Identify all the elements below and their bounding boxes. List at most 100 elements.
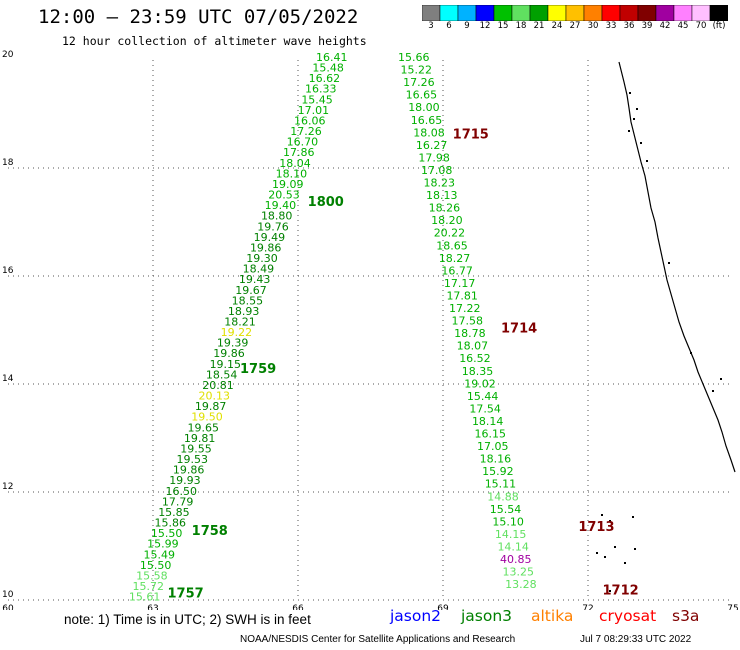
swh-value-west: 19.81 [184, 432, 216, 445]
swh-value-east: 18.27 [439, 252, 471, 265]
swh-value-west: 19.86 [213, 347, 245, 360]
swh-value-west: 18.21 [224, 316, 256, 329]
lon-tick-label: 66 [292, 604, 304, 610]
swh-value-east: 18.13 [426, 189, 458, 202]
swh-value-west: 19.55 [180, 442, 212, 455]
satellite-s3a: s3a [672, 607, 700, 625]
swh-value-west: 16.33 [305, 83, 337, 96]
color-scale-label: (ft) [712, 21, 726, 31]
footnote: note: 1) Time is in UTC; 2) SWH is in fe… [64, 612, 311, 627]
swh-value-east: 17.81 [446, 289, 478, 302]
swh-value-west: 15.50 [151, 527, 183, 540]
swh-value-west: 19.50 [191, 411, 223, 424]
island-mark [596, 552, 598, 554]
island-mark [646, 160, 648, 162]
color-scale-label: 18 [515, 21, 527, 31]
color-scale-label: 36 [623, 21, 635, 31]
satellite-jason2: jason2 [390, 607, 442, 625]
swh-value-east: 17.54 [469, 402, 501, 415]
swh-value-west: 19.87 [195, 400, 227, 413]
satellite-jason3: jason3 [461, 607, 513, 625]
swh-value-west: 15.61 [129, 591, 161, 604]
swh-value-east: 13.28 [505, 578, 536, 591]
island-mark [720, 378, 722, 380]
swh-value-west: 19.86 [173, 464, 205, 477]
swh-value-east: 15.44 [467, 390, 499, 403]
swh-value-west: 16.41 [316, 51, 348, 64]
island-mark [624, 562, 626, 564]
swh-value-west: 15.48 [312, 62, 344, 75]
swh-value-west: 15.45 [301, 93, 333, 106]
swh-value-east: 15.66 [398, 51, 430, 64]
swh-value-east: 13.25 [503, 566, 535, 579]
swh-value-east: 18.78 [454, 327, 486, 340]
satellite-cryosat: cryosat [599, 607, 657, 625]
swh-value-east: 20.22 [434, 227, 466, 240]
island-mark [601, 514, 603, 516]
swh-value-east: 14.88 [487, 490, 519, 503]
swh-value-east: 17.22 [449, 302, 481, 315]
generated-timestamp: Jul 7 08:29:33 UTC 2022 [580, 634, 692, 645]
lat-tick-label: 16 [2, 266, 14, 276]
swh-value-east: 17.26 [403, 76, 435, 89]
color-scale-label: 30 [587, 21, 599, 31]
pass-time-label: 1759 [240, 362, 276, 377]
swh-value-west: 15.86 [155, 517, 187, 530]
pass-time-label: 1714 [501, 322, 537, 337]
color-scale-label: 12 [479, 21, 491, 31]
swh-value-west: 16.70 [287, 136, 319, 149]
swh-value-east: 40.85 [500, 553, 532, 566]
swh-value-west: 18.04 [279, 157, 311, 170]
swh-value-west: 17.86 [283, 146, 315, 159]
swh-value-west: 18.80 [261, 210, 293, 223]
color-scale-label: 42 [659, 21, 671, 31]
island-mark [690, 352, 692, 354]
swh-value-east: 18.16 [480, 453, 512, 466]
lon-tick-label: 63 [147, 604, 158, 610]
swh-value-west: 18.55 [232, 294, 264, 307]
swh-value-east: 15.92 [482, 465, 514, 478]
island-mark [636, 108, 638, 110]
lon-tick-label: 69 [437, 604, 449, 610]
swh-value-east: 15.54 [490, 503, 522, 516]
swh-value-west: 18.49 [243, 263, 275, 276]
swh-value-west: 17.26 [290, 125, 322, 138]
swh-value-east: 16.15 [475, 428, 507, 441]
swh-value-west: 19.53 [177, 453, 209, 466]
swh-value-west: 15.72 [133, 580, 165, 593]
swh-value-west: 15.99 [147, 538, 179, 551]
swh-value-west: 15.50 [140, 559, 172, 572]
swh-value-east: 18.08 [413, 126, 445, 139]
swh-value-west: 15.58 [136, 569, 168, 582]
swh-value-east: 17.58 [452, 315, 484, 328]
swh-value-west: 19.09 [272, 178, 304, 191]
swh-value-west: 16.62 [309, 72, 341, 85]
swh-value-east: 19.02 [464, 377, 496, 390]
color-scale-label: 9 [464, 21, 470, 31]
island-mark [604, 556, 606, 558]
lon-tick-label: 60 [2, 604, 14, 610]
lat-tick-label: 18 [2, 158, 14, 168]
swh-value-west: 16.06 [294, 114, 326, 127]
swh-value-east: 18.65 [436, 239, 468, 252]
pass-time-label: 1758 [192, 524, 228, 539]
swh-value-east: 18.07 [457, 340, 489, 353]
swh-value-east: 18.00 [408, 101, 440, 114]
pass-time-label: 1757 [168, 586, 204, 601]
swh-value-west: 20.53 [268, 189, 300, 202]
wave-height-color-scale [422, 5, 728, 21]
island-mark [640, 142, 642, 144]
swh-value-east: 18.20 [431, 214, 463, 227]
map-title: 12:00 – 23:59 UTC 07/05/2022 [38, 6, 359, 28]
swh-value-east: 17.98 [418, 151, 450, 164]
swh-value-east: 17.08 [421, 164, 453, 177]
swh-value-east: 16.77 [441, 264, 473, 277]
swh-value-east: 18.23 [424, 177, 456, 190]
pass-time-label: 1712 [603, 584, 639, 599]
swh-value-west: 19.43 [239, 273, 271, 286]
swh-value-east: 17.05 [477, 440, 509, 453]
pass-time-label: 1713 [578, 520, 614, 535]
color-scale-label: 39 [641, 21, 653, 31]
swh-value-east: 14.15 [495, 528, 527, 541]
